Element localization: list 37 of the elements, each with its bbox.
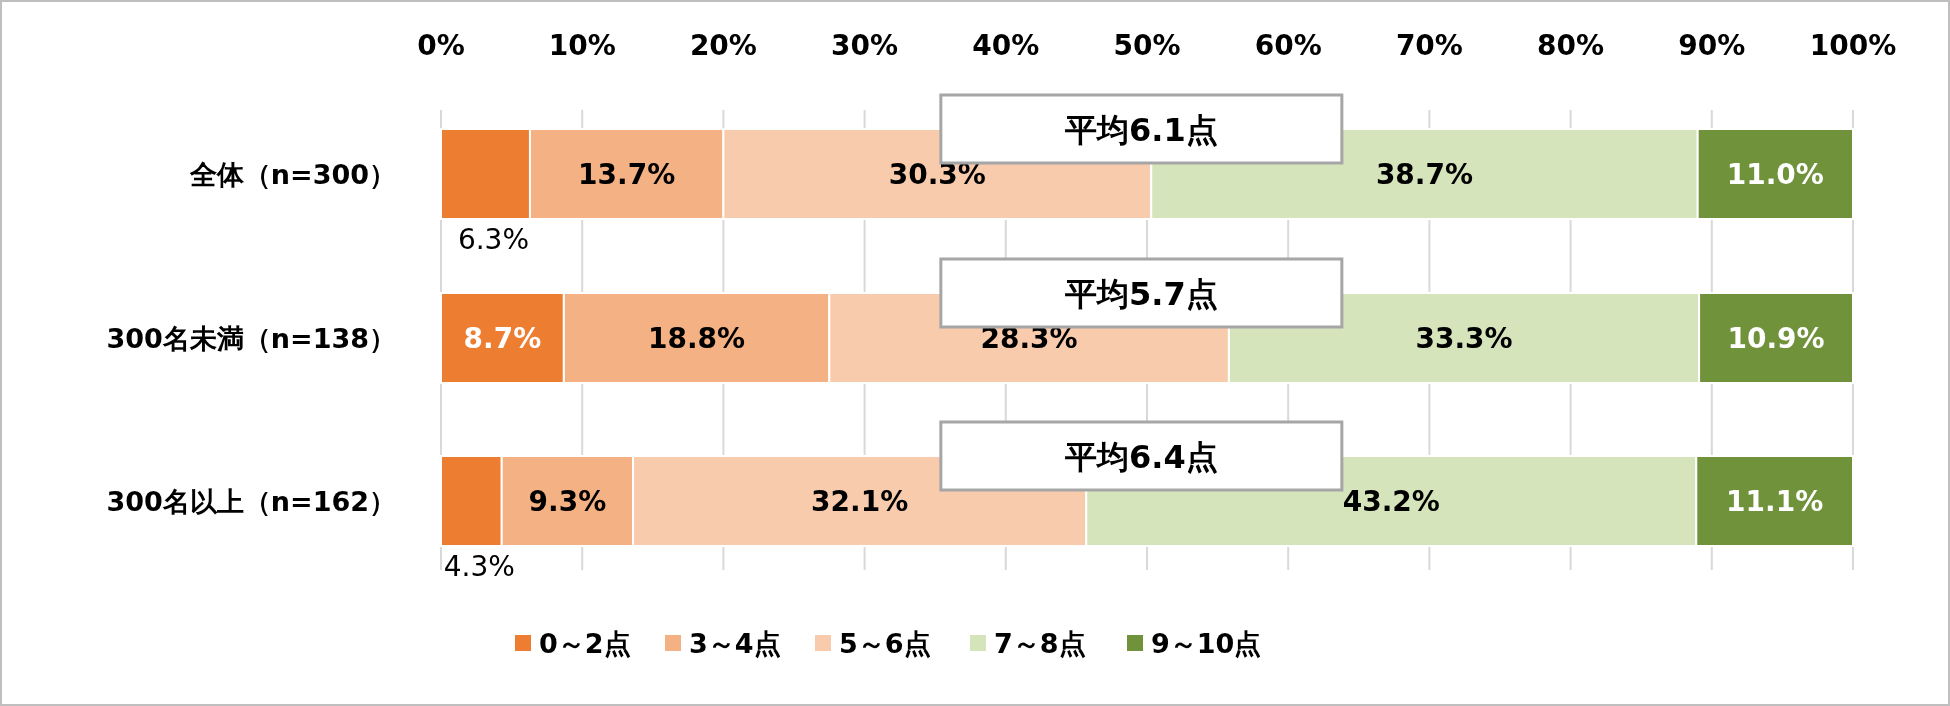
- data-label: 43.2%: [1342, 485, 1440, 518]
- data-label: 13.7%: [578, 158, 676, 191]
- legend-label: 5～6点: [839, 628, 931, 659]
- x-tick-label: 80%: [1537, 29, 1605, 62]
- annotation: 平均5.7点: [1064, 275, 1218, 313]
- annotation: 平均6.1点: [1064, 111, 1218, 149]
- x-tick-label: 90%: [1678, 29, 1746, 62]
- x-tick-label: 50%: [1113, 29, 1181, 62]
- x-tick-label: 70%: [1395, 29, 1463, 62]
- data-label: 11.1%: [1726, 485, 1824, 518]
- x-tick-label: 0%: [417, 29, 465, 62]
- x-tick-label: 10%: [548, 29, 616, 62]
- data-label: 33.3%: [1415, 322, 1513, 355]
- data-label: 18.8%: [648, 322, 746, 355]
- y-tick-label: 全体（n=300）: [188, 159, 396, 190]
- data-label: 8.7%: [463, 322, 542, 355]
- x-tick-label: 20%: [689, 29, 757, 62]
- x-tick-label: 40%: [972, 29, 1040, 62]
- x-tick-label: 30%: [831, 29, 899, 62]
- data-label: 30.3%: [888, 158, 986, 191]
- legend-label: 7～8点: [994, 628, 1086, 659]
- y-tick-label: 300名以上（n=162）: [106, 486, 396, 517]
- data-label: 28.3%: [980, 322, 1078, 355]
- data-label: 6.3%: [457, 223, 530, 256]
- data-label: 11.0%: [1726, 158, 1824, 191]
- data-label: 32.1%: [811, 485, 909, 518]
- legend-label: 9～10点: [1151, 628, 1262, 659]
- legend-label: 0～2点: [539, 628, 631, 659]
- data-label: 4.3%: [443, 550, 515, 583]
- annotation: 平均6.4点: [1064, 438, 1218, 476]
- legend-label: 3～4点: [689, 628, 781, 659]
- x-tick-label: 60%: [1254, 29, 1322, 62]
- data-label: 9.3%: [528, 485, 607, 518]
- data-label: 38.7%: [1375, 158, 1474, 191]
- data-label: 10.9%: [1727, 322, 1825, 355]
- x-tick-label: 100%: [1809, 29, 1897, 62]
- y-tick-label: 300名未満（n=138）: [106, 323, 396, 354]
